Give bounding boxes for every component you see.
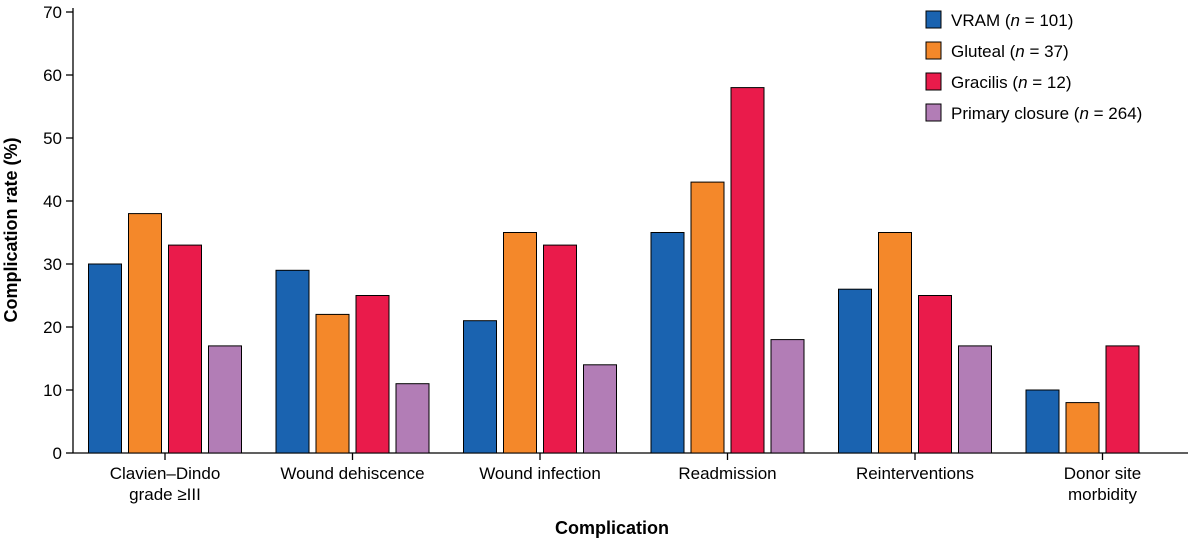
y-tick-label: 70 — [43, 3, 62, 22]
bar — [128, 213, 162, 454]
legend-label: VRAM (n = 101) — [951, 11, 1073, 30]
bar — [1065, 402, 1100, 454]
bar — [838, 288, 872, 454]
bar — [1025, 389, 1060, 454]
bar — [275, 269, 310, 454]
y-tick-label: 30 — [43, 255, 62, 274]
y-tick-label: 60 — [43, 66, 62, 85]
bar — [355, 295, 390, 454]
bars — [88, 87, 1140, 454]
legend-swatch — [925, 72, 942, 91]
category-label: Wound dehiscence — [280, 464, 424, 483]
legend-label: Primary closure (n = 264) — [951, 104, 1142, 123]
legend-item: Primary closure (n = 264) — [925, 103, 1142, 123]
legend-item: Gracilis (n = 12) — [925, 72, 1071, 92]
legend-item: VRAM (n = 101) — [925, 10, 1073, 30]
category-label: Readmission — [678, 464, 776, 483]
category-label: Clavien–Dindo grade ≥III — [110, 464, 221, 504]
bar — [650, 232, 685, 454]
bar — [918, 295, 952, 454]
y-tick-label: 40 — [43, 192, 62, 211]
x-axis-title: Complication — [555, 518, 669, 538]
legend-label: Gluteal (n = 37) — [951, 42, 1069, 61]
y-tick-label: 50 — [43, 129, 62, 148]
legend-label: Gracilis (n = 12) — [951, 73, 1071, 92]
bar — [1105, 345, 1140, 454]
bar — [208, 345, 242, 454]
bar — [958, 345, 992, 454]
bar — [770, 339, 805, 454]
legend-swatch — [925, 41, 942, 60]
y-tick-label: 20 — [43, 318, 62, 337]
bar — [730, 87, 765, 454]
y-tick-label: 0 — [53, 444, 62, 463]
legend-item: Gluteal (n = 37) — [925, 41, 1069, 61]
bar — [463, 320, 497, 454]
bar — [395, 383, 430, 454]
category-label: Wound infection — [479, 464, 601, 483]
bar — [543, 244, 577, 454]
category-label: Reinterventions — [856, 464, 974, 483]
legend: VRAM (n = 101) Gluteal (n = 37) Gracilis (… — [925, 10, 1142, 123]
bar — [583, 364, 617, 454]
bar — [88, 263, 122, 454]
bar — [878, 232, 912, 454]
y-axis: 0 10 20 30 40 50 60 70 — [43, 3, 74, 463]
bar — [690, 181, 725, 454]
bar — [315, 313, 350, 454]
legend-swatch — [925, 103, 942, 122]
bar — [503, 232, 537, 454]
category-label: Donor site morbidity — [1064, 464, 1141, 504]
legend-swatch — [925, 10, 942, 29]
bar — [168, 244, 202, 454]
y-axis-title: Complication rate (%) — [1, 137, 21, 322]
y-tick-label: 10 — [43, 381, 62, 400]
category-labels: Clavien–Dindo grade ≥III Wound dehiscence W… — [110, 464, 1142, 504]
x-axis — [73, 452, 1188, 460]
